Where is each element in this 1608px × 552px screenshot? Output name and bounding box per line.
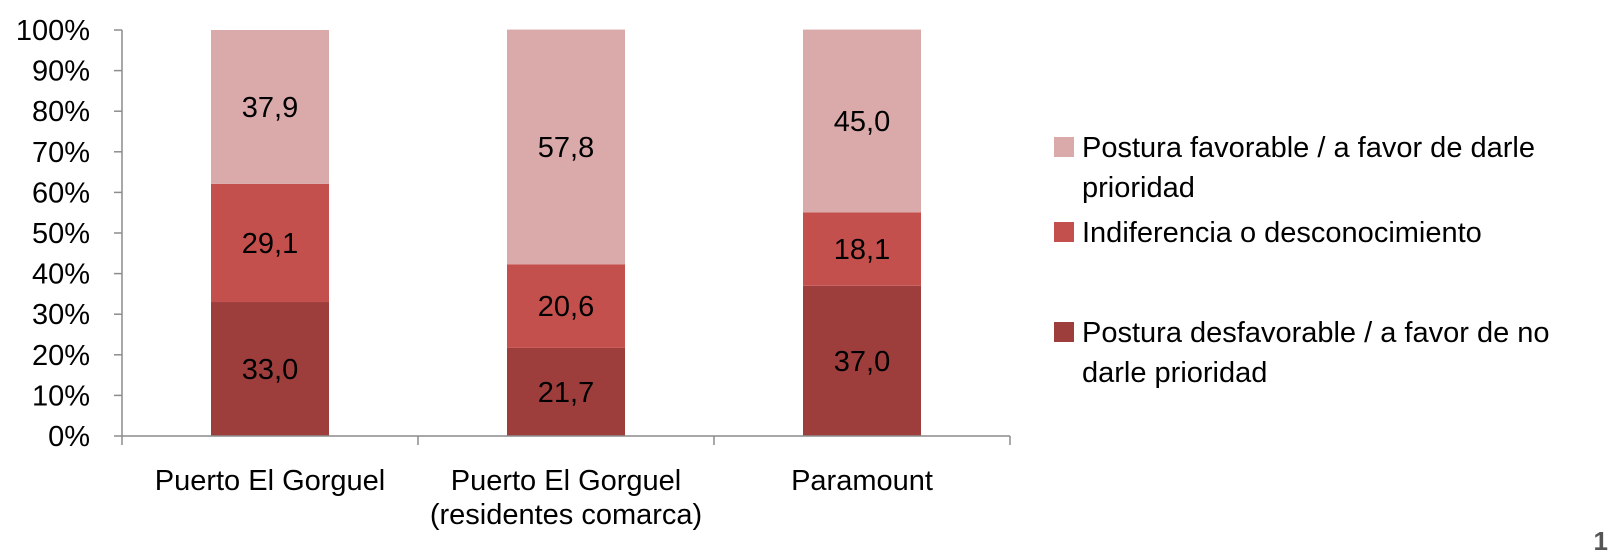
bar-segment	[803, 285, 921, 436]
data-label: 33,0	[242, 354, 298, 386]
bar-segment	[211, 30, 329, 184]
data-label: 18,1	[834, 234, 890, 266]
legend-label: Postura desfavorable / a favor de no	[1082, 317, 1550, 349]
legend-swatch	[1054, 322, 1074, 342]
data-label: 21,7	[538, 377, 594, 409]
legend: Postura favorable / a favor de darle prio…	[1054, 132, 1550, 389]
y-tick-label: 90%	[32, 56, 90, 88]
data-label: 20,6	[538, 291, 594, 323]
x-category-label: Puerto El Gorguel	[451, 465, 682, 497]
y-tick-label: 50%	[32, 218, 90, 250]
legend-label: Postura favorable / a favor de darle	[1082, 132, 1535, 164]
x-category-label: Puerto El Gorguel	[155, 465, 386, 497]
legend-swatch	[1054, 137, 1074, 157]
bar-segment	[507, 29, 625, 265]
data-label: 37,9	[242, 92, 298, 124]
y-tick-label: 70%	[32, 137, 90, 169]
x-category-label: Paramount	[791, 465, 933, 497]
y-tick-label: 20%	[32, 340, 90, 372]
y-tick-label: 0%	[48, 421, 90, 453]
bars-layer	[211, 29, 921, 436]
x-category-label: (residentes comarca)	[430, 499, 702, 531]
y-tick-label: 80%	[32, 96, 90, 128]
data-label: 45,0	[834, 106, 890, 138]
bar-segment	[211, 302, 329, 436]
corner-page-number: 1	[1594, 526, 1608, 552]
data-label: 29,1	[242, 228, 298, 260]
bar-segment	[803, 29, 921, 213]
bar-segment	[211, 183, 329, 303]
data-label: 57,8	[538, 132, 594, 164]
axes-layer: 0% 10% 20% 30% 40% 50% 60% 70% 80% 90% 100% Puerto …	[16, 15, 1011, 531]
y-tick-label: 100%	[16, 15, 90, 47]
bar-segment	[507, 264, 625, 348]
legend-label: darle prioridad	[1082, 357, 1267, 389]
y-tick-label: 60%	[32, 177, 90, 209]
legend-label: prioridad	[1082, 172, 1195, 204]
bar-segment	[803, 212, 921, 286]
legend-swatch	[1054, 222, 1074, 242]
y-tick-label: 40%	[32, 259, 90, 291]
data-labels-layer: 33,0 29,1 37,9 21,7 20,6 57,8 37,0 18,1 45,0	[242, 92, 890, 409]
y-tick-label: 30%	[32, 299, 90, 331]
y-tick-label: 10%	[32, 380, 90, 412]
bar-segment	[507, 347, 625, 436]
data-label: 37,0	[834, 346, 890, 378]
legend-label: Indiferencia o desconocimiento	[1082, 217, 1482, 249]
